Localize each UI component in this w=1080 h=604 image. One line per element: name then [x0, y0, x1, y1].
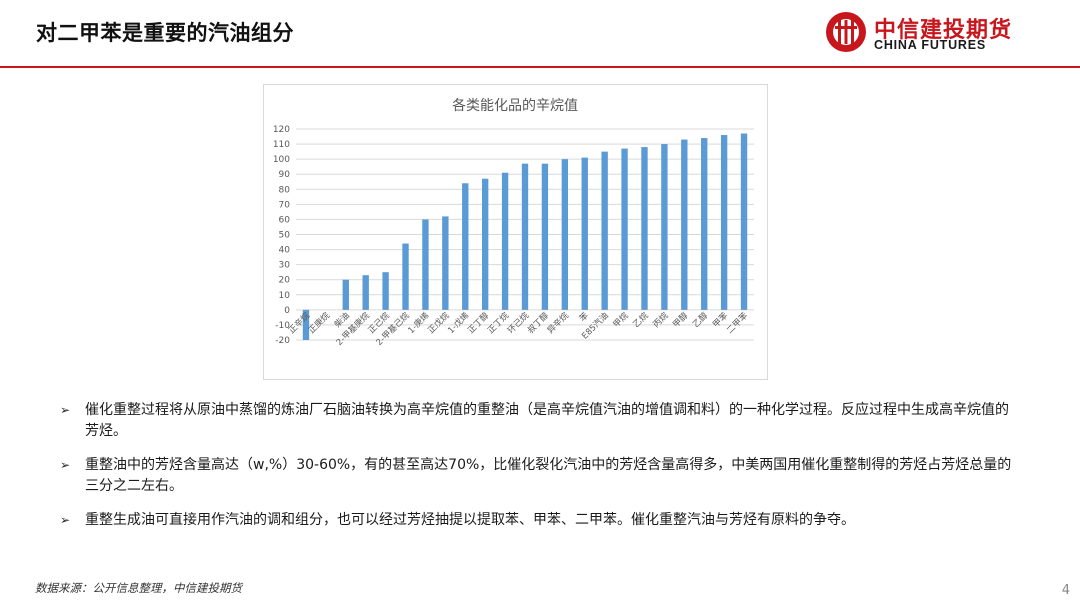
- x-tick-label: 二甲苯: [724, 310, 750, 336]
- china-futures-logo-icon: [826, 12, 866, 52]
- bar: [641, 147, 648, 310]
- octane-bar-chart: 各类能化品的辛烷值 -20 -10 0 10 20 30 40 50 60 70 80 90 100 11…: [263, 84, 768, 380]
- y-tick-label: 80: [279, 185, 291, 195]
- x-tick-label: 1-戊烯: [446, 310, 472, 336]
- bar: [720, 135, 728, 310]
- bullet-list: ➢ 催化重整过程将从原油中蒸馏的炼油厂石脑油转换为高辛烷值的重整油（是高辛烷值汽…: [60, 400, 1020, 544]
- bullet-text: 重整生成油可直接用作汽油的调和组分，也可以经过芳烃抽提以提取苯、甲苯、二甲苯。催…: [85, 512, 855, 528]
- x-tick-label: 乙醇: [691, 310, 711, 330]
- x-tick-label: 1-庚烯: [406, 310, 432, 336]
- bar: [681, 139, 688, 310]
- bar: [382, 272, 389, 310]
- y-tick-label: 50: [279, 231, 291, 241]
- bullet-item: ➢ 催化重整过程将从原油中蒸馏的炼油厂石脑油转换为高辛烷值的重整油（是高辛烷值汽…: [60, 400, 1020, 442]
- x-tick-label: 环己烷: [505, 310, 531, 336]
- bar: [462, 183, 469, 310]
- bar: [362, 275, 369, 310]
- page-title: 对二甲苯是重要的汽油组分: [36, 21, 294, 45]
- bar: [422, 219, 429, 310]
- bar: [601, 151, 608, 310]
- y-tick-label: -10: [275, 321, 290, 331]
- bullet-marker-icon: ➢: [60, 403, 71, 417]
- bar: [402, 243, 409, 310]
- x-tick-label: 甲烷: [611, 310, 631, 330]
- x-tick-label: 正丁醇: [465, 310, 491, 336]
- y-tick-label: 0: [284, 306, 290, 316]
- bullet-marker-icon: ➢: [60, 458, 71, 472]
- x-tick-label: 叔丁醇: [525, 310, 551, 336]
- bar: [302, 309, 310, 340]
- bar: [342, 279, 349, 310]
- chart-svg: 各类能化品的辛烷值 -20 -10 0 10 20 30 40 50 60 70 80 90 100 11…: [273, 98, 754, 348]
- y-tick-label: 20: [279, 276, 291, 286]
- bar: [541, 163, 549, 310]
- bullet-item: ➢ 重整油中的芳烃含量高达（w,%）30-60%，有的甚至高达70%，比催化裂化…: [60, 455, 1020, 497]
- bar: [701, 138, 708, 310]
- bar: [740, 133, 748, 310]
- page-number: 4: [1061, 583, 1070, 598]
- bars: [302, 133, 748, 340]
- bar: [561, 159, 569, 310]
- bullet-text: 重整油中的芳烃含量高达（w,%）30-60%，有的甚至高达70%，比催化裂化汽油…: [85, 457, 1012, 494]
- y-tick-label: 110: [273, 140, 290, 150]
- y-tick-label: 30: [279, 261, 291, 271]
- x-tick-label: 乙烷: [631, 310, 651, 330]
- x-tick-label: 苯: [577, 310, 591, 324]
- bar: [661, 144, 668, 310]
- y-tick-label: 100: [273, 155, 290, 165]
- x-tick-label: 正庚烷: [306, 310, 332, 336]
- logo-text-cn: 中信建投期货: [874, 18, 1013, 43]
- bullet-text: 催化重整过程将从原油中蒸馏的炼油厂石脑油转换为高辛烷值的重整油（是高辛烷值汽油的…: [85, 402, 1009, 439]
- chart-title: 各类能化品的辛烷值: [452, 98, 578, 114]
- y-tick-label: 60: [279, 215, 291, 225]
- logo-text-en: CHINA FUTURES: [874, 38, 987, 52]
- bullet-item: ➢ 重整生成油可直接用作汽油的调和组分，也可以经过芳烃抽提以提取苯、甲苯、二甲苯…: [60, 510, 1020, 531]
- x-tick-label: 丙烷: [651, 310, 671, 330]
- x-tick-label: 异辛烷: [545, 310, 571, 336]
- y-tick-label: 40: [279, 246, 291, 256]
- data-source: 数据来源：公开信息整理，中信建投期货: [35, 581, 242, 595]
- y-tick-label: 120: [273, 125, 290, 135]
- bullet-marker-icon: ➢: [60, 513, 71, 527]
- header-divider: [0, 66, 1080, 68]
- y-tick-label: 70: [279, 200, 291, 210]
- bar: [442, 216, 449, 310]
- y-axis: -20 -10 0 10 20 30 40 50 60 70 80 90 100 110 120: [273, 125, 290, 346]
- x-tick-label: 正戊烷: [426, 310, 452, 336]
- logo: 中信建投期货 CHINA FUTURES: [824, 8, 1024, 58]
- bar: [501, 172, 509, 310]
- bar: [621, 148, 628, 310]
- bar: [521, 163, 529, 310]
- y-tick-label: 10: [279, 291, 291, 301]
- y-tick-label: 90: [279, 170, 291, 180]
- bar: [581, 157, 588, 310]
- y-tick-label: -20: [275, 336, 290, 346]
- bar: [481, 178, 489, 310]
- x-tick-label: 甲醇: [671, 310, 691, 330]
- x-tick-label: 正丁烷: [485, 310, 511, 336]
